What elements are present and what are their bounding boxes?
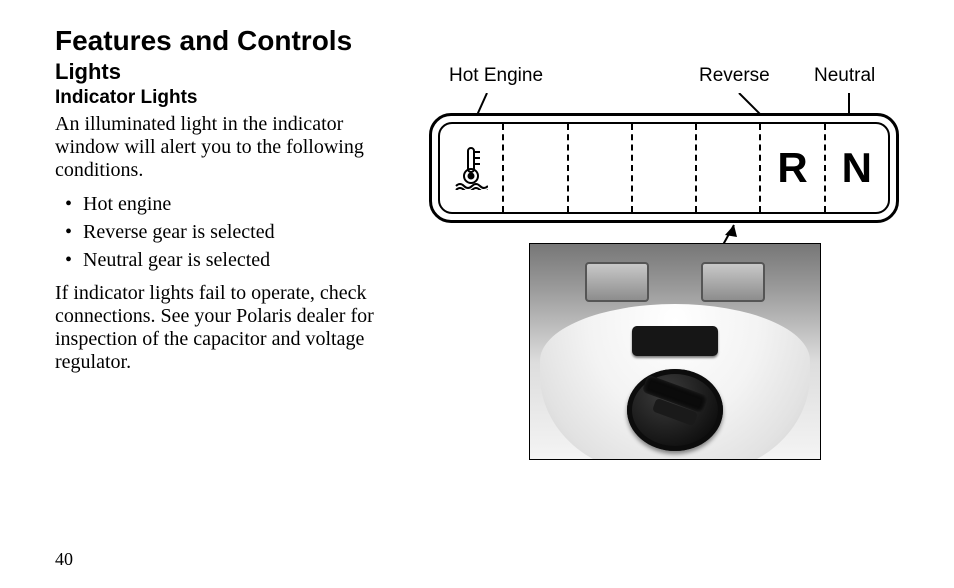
content-columns: Features and Controls Lights Indicator L… [55,25,899,568]
indicator-cell-neutral: N [826,124,888,212]
page-number: 40 [55,549,73,570]
label-hot-engine: Hot Engine [449,65,543,87]
heading-features-and-controls: Features and Controls [55,25,409,57]
figure-column: Hot Engine Reverse Neutral [429,25,899,568]
label-reverse: Reverse [699,65,770,87]
text-column: Features and Controls Lights Indicator L… [55,25,429,568]
label-neutral: Neutral [814,65,875,87]
indicator-panel: R N [429,113,899,223]
heading-indicator-lights: Indicator Lights [55,87,409,109]
list-item: Hot engine [83,190,409,218]
list-item: Reverse gear is selected [83,218,409,246]
paragraph-tail: If indicator lights fail to operate, che… [55,282,409,374]
vehicle-photo [529,243,821,460]
thermometer-icon [454,146,488,190]
panel-callout-labels: Hot Engine Reverse Neutral [429,65,899,93]
indicator-cell-blank [633,124,697,212]
indicator-panel-diagram: R N [429,113,899,223]
indicator-cell-blank [504,124,568,212]
list-item: Neutral gear is selected [83,246,409,274]
indicator-cell-blank [569,124,633,212]
indicator-panel-inner: R N [438,122,890,214]
page: Features and Controls Lights Indicator L… [0,0,954,588]
indicator-cell-reverse: R [761,124,825,212]
indicator-window-on-vehicle [632,326,718,356]
paragraph-intro: An illuminated light in the indicator wi… [55,113,409,182]
conditions-list: Hot engine Reverse gear is selected Neut… [55,190,409,274]
indicator-cell-blank [697,124,761,212]
indicator-cell-hot-engine [440,124,504,212]
heading-lights: Lights [55,59,409,85]
handlebar-clamp [585,262,765,298]
